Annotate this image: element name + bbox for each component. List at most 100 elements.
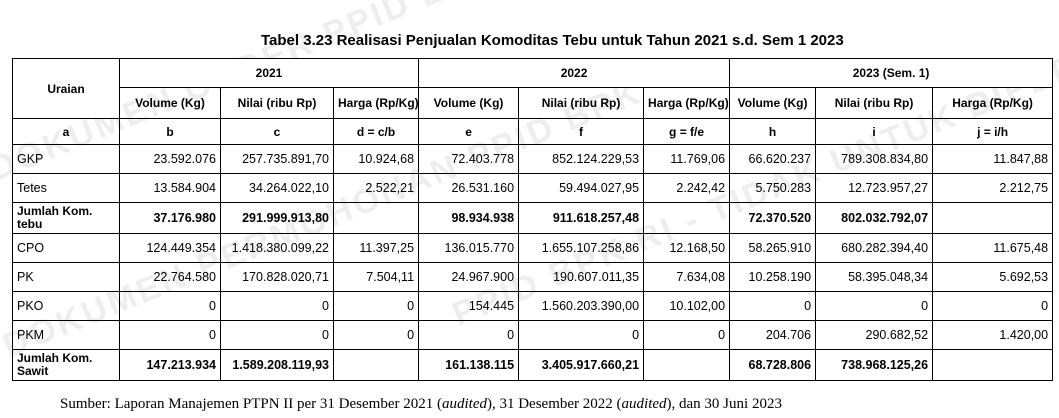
table-cell: 291.999.913,80 bbox=[220, 202, 334, 234]
table-cell: 911.618.257,48 bbox=[518, 202, 645, 234]
table-cell: 0 bbox=[220, 320, 334, 350]
column-header-volume: Volume (Kg) bbox=[729, 87, 817, 119]
row-label: Tetes bbox=[12, 173, 120, 203]
table-row: CPO 124.449.354 1.418.380.099,22 11.397,25 1… bbox=[12, 233, 1054, 263]
table-cell: 10.258.190 bbox=[729, 262, 817, 292]
table-cell: 5.692,53 bbox=[932, 262, 1054, 292]
column-header-nilai: Nilai (ribu Rp) bbox=[220, 87, 334, 119]
row-label: CPO bbox=[12, 233, 120, 263]
table-cell bbox=[932, 202, 1054, 234]
row-label: Jumlah Kom. tebu bbox=[12, 202, 120, 234]
table-cell: 11.847,88 bbox=[932, 144, 1054, 174]
table-cell: 0 bbox=[119, 320, 221, 350]
table-title: Tabel 3.23 Realisasi Penjualan Komoditas… bbox=[261, 32, 844, 49]
column-code: b bbox=[119, 118, 221, 145]
table-cell: 2.242,42 bbox=[643, 173, 731, 203]
table-cell: 7.634,08 bbox=[643, 262, 731, 292]
column-header-volume: Volume (Kg) bbox=[418, 87, 520, 119]
table-cell: 22.764.580 bbox=[119, 262, 221, 292]
table-cell: 5.750.283 bbox=[729, 173, 817, 203]
table-cell: 34.264.022,10 bbox=[220, 173, 334, 203]
table-cell: 147.213.934 bbox=[119, 349, 221, 381]
table-cell: 7.504,11 bbox=[332, 262, 420, 292]
table-cell: 2.212,75 bbox=[932, 173, 1054, 203]
total-row: Jumlah Kom. Sawit 147.213.934 1.589.208.11… bbox=[12, 349, 1054, 381]
table-cell: 10.102,00 bbox=[643, 291, 731, 321]
table-cell bbox=[332, 202, 420, 234]
table-row: PKO 0 0 0 154.445 1.560.203.390,00 10.102,00 0 0… bbox=[12, 291, 1054, 321]
source-audited: audited bbox=[441, 396, 487, 412]
table-cell: 98.934.938 bbox=[418, 202, 520, 234]
table-cell: 738.968.125,26 bbox=[815, 349, 934, 381]
column-header-nilai: Nilai (ribu Rp) bbox=[518, 87, 645, 119]
table-row: Tetes 13.584.904 34.264.022,10 2.522,21 26.5… bbox=[12, 173, 1054, 203]
table-cell: 10.924,68 bbox=[332, 144, 420, 174]
column-header-year: 2021 bbox=[118, 58, 420, 88]
table-cell: 0 bbox=[119, 291, 221, 321]
table-cell: 680.282.394,40 bbox=[815, 233, 934, 263]
table-cell: 204.706 bbox=[729, 320, 817, 350]
table-cell: 13.584.904 bbox=[119, 173, 221, 203]
table-cell: 0 bbox=[729, 291, 817, 321]
table-cell: 12.723.957,27 bbox=[815, 173, 934, 203]
column-code: f bbox=[518, 118, 645, 145]
row-label: Jumlah Kom. Sawit bbox=[12, 349, 120, 381]
table-cell: 59.494.027,95 bbox=[518, 173, 645, 203]
sales-table: Uraian 2021 2022 2023 (Sem. 1) Volume (K… bbox=[12, 58, 1054, 381]
column-code: j = i/h bbox=[932, 118, 1054, 145]
row-label: PKM bbox=[12, 320, 120, 350]
table-cell: 2.522,21 bbox=[332, 173, 420, 203]
table-cell: 852.124.229,53 bbox=[518, 144, 645, 174]
column-header-volume: Volume (Kg) bbox=[119, 87, 221, 119]
table-cell: 0 bbox=[332, 320, 420, 350]
source-suffix: ), dan 30 Juni 2023 bbox=[666, 396, 782, 412]
table-cell: 72.403.778 bbox=[418, 144, 520, 174]
table-cell: 26.531.160 bbox=[418, 173, 520, 203]
table-cell: 1.560.203.390,00 bbox=[518, 291, 645, 321]
table-cell: 0 bbox=[643, 320, 731, 350]
table-cell: 161.138.115 bbox=[418, 349, 520, 381]
column-code: i bbox=[815, 118, 934, 145]
table-cell: 58.265.910 bbox=[729, 233, 817, 263]
column-code: c bbox=[220, 118, 334, 145]
table-cell: 0 bbox=[418, 320, 520, 350]
table-cell: 11.769,06 bbox=[643, 144, 731, 174]
table-row: PKM 0 0 0 0 0 0 204.706 290.682,52 1.420,00 bbox=[12, 320, 1054, 350]
table-cell: 1.589.208.119,93 bbox=[220, 349, 334, 381]
table-cell bbox=[332, 349, 420, 381]
table-cell: 72.370.520 bbox=[729, 202, 817, 234]
table-cell: 11.397,25 bbox=[332, 233, 420, 263]
table-cell: 1.655.107.258,86 bbox=[518, 233, 645, 263]
table-cell: 23.592.076 bbox=[119, 144, 221, 174]
table-cell: 124.449.354 bbox=[119, 233, 221, 263]
table-cell: 68.728.806 bbox=[729, 349, 817, 381]
header-row-years: Uraian 2021 2022 2023 (Sem. 1) bbox=[12, 58, 1054, 119]
table-cell: 3.405.917.660,21 bbox=[518, 349, 645, 381]
header-row-codes: a b c d = c/b e f g = f/e h i j = i/h bbox=[12, 118, 1054, 145]
table-cell: 58.395.048,34 bbox=[815, 262, 934, 292]
table-cell: 12.168,50 bbox=[643, 233, 731, 263]
column-code: d = c/b bbox=[332, 118, 420, 145]
row-label: PK bbox=[12, 262, 120, 292]
table-cell: 11.675,48 bbox=[932, 233, 1054, 263]
column-header-nilai: Nilai (ribu Rp) bbox=[815, 87, 934, 119]
table-cell bbox=[643, 202, 731, 234]
column-code: h bbox=[729, 118, 817, 145]
table-cell: 0 bbox=[932, 291, 1054, 321]
column-header-harga: Harga (Rp/Kg) bbox=[332, 87, 420, 119]
table-cell: 1.418.380.099,22 bbox=[220, 233, 334, 263]
table-cell: 789.308.834,80 bbox=[815, 144, 934, 174]
table-cell: 66.620.237 bbox=[729, 144, 817, 174]
column-code: e bbox=[418, 118, 520, 145]
table-cell: 24.967.900 bbox=[418, 262, 520, 292]
source-prefix: Sumber: Laporan Manajemen PTPN II per 31… bbox=[60, 396, 442, 412]
table-cell: 0 bbox=[518, 320, 645, 350]
column-header-year: 2023 (Sem. 1) bbox=[729, 58, 1054, 88]
table-row: PK 22.764.580 170.828.020,71 7.504,11 24.967… bbox=[12, 262, 1054, 292]
row-label: GKP bbox=[12, 144, 120, 174]
table-cell: 290.682,52 bbox=[815, 320, 934, 350]
table-cell: 37.176.980 bbox=[119, 202, 221, 234]
table-cell: 136.015.770 bbox=[418, 233, 520, 263]
table-body: GKP 23.592.076 257.735.891,70 10.924,68 72.4… bbox=[12, 144, 1054, 381]
column-header-harga: Harga (Rp/Kg) bbox=[643, 87, 731, 119]
